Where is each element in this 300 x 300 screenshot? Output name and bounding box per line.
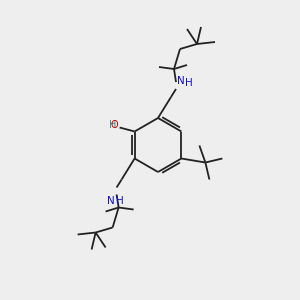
Text: H: H (116, 196, 123, 206)
Text: H: H (185, 78, 193, 88)
Text: N: N (177, 76, 185, 86)
Text: N: N (106, 196, 114, 206)
Text: O: O (111, 121, 118, 130)
Text: H: H (109, 121, 117, 130)
